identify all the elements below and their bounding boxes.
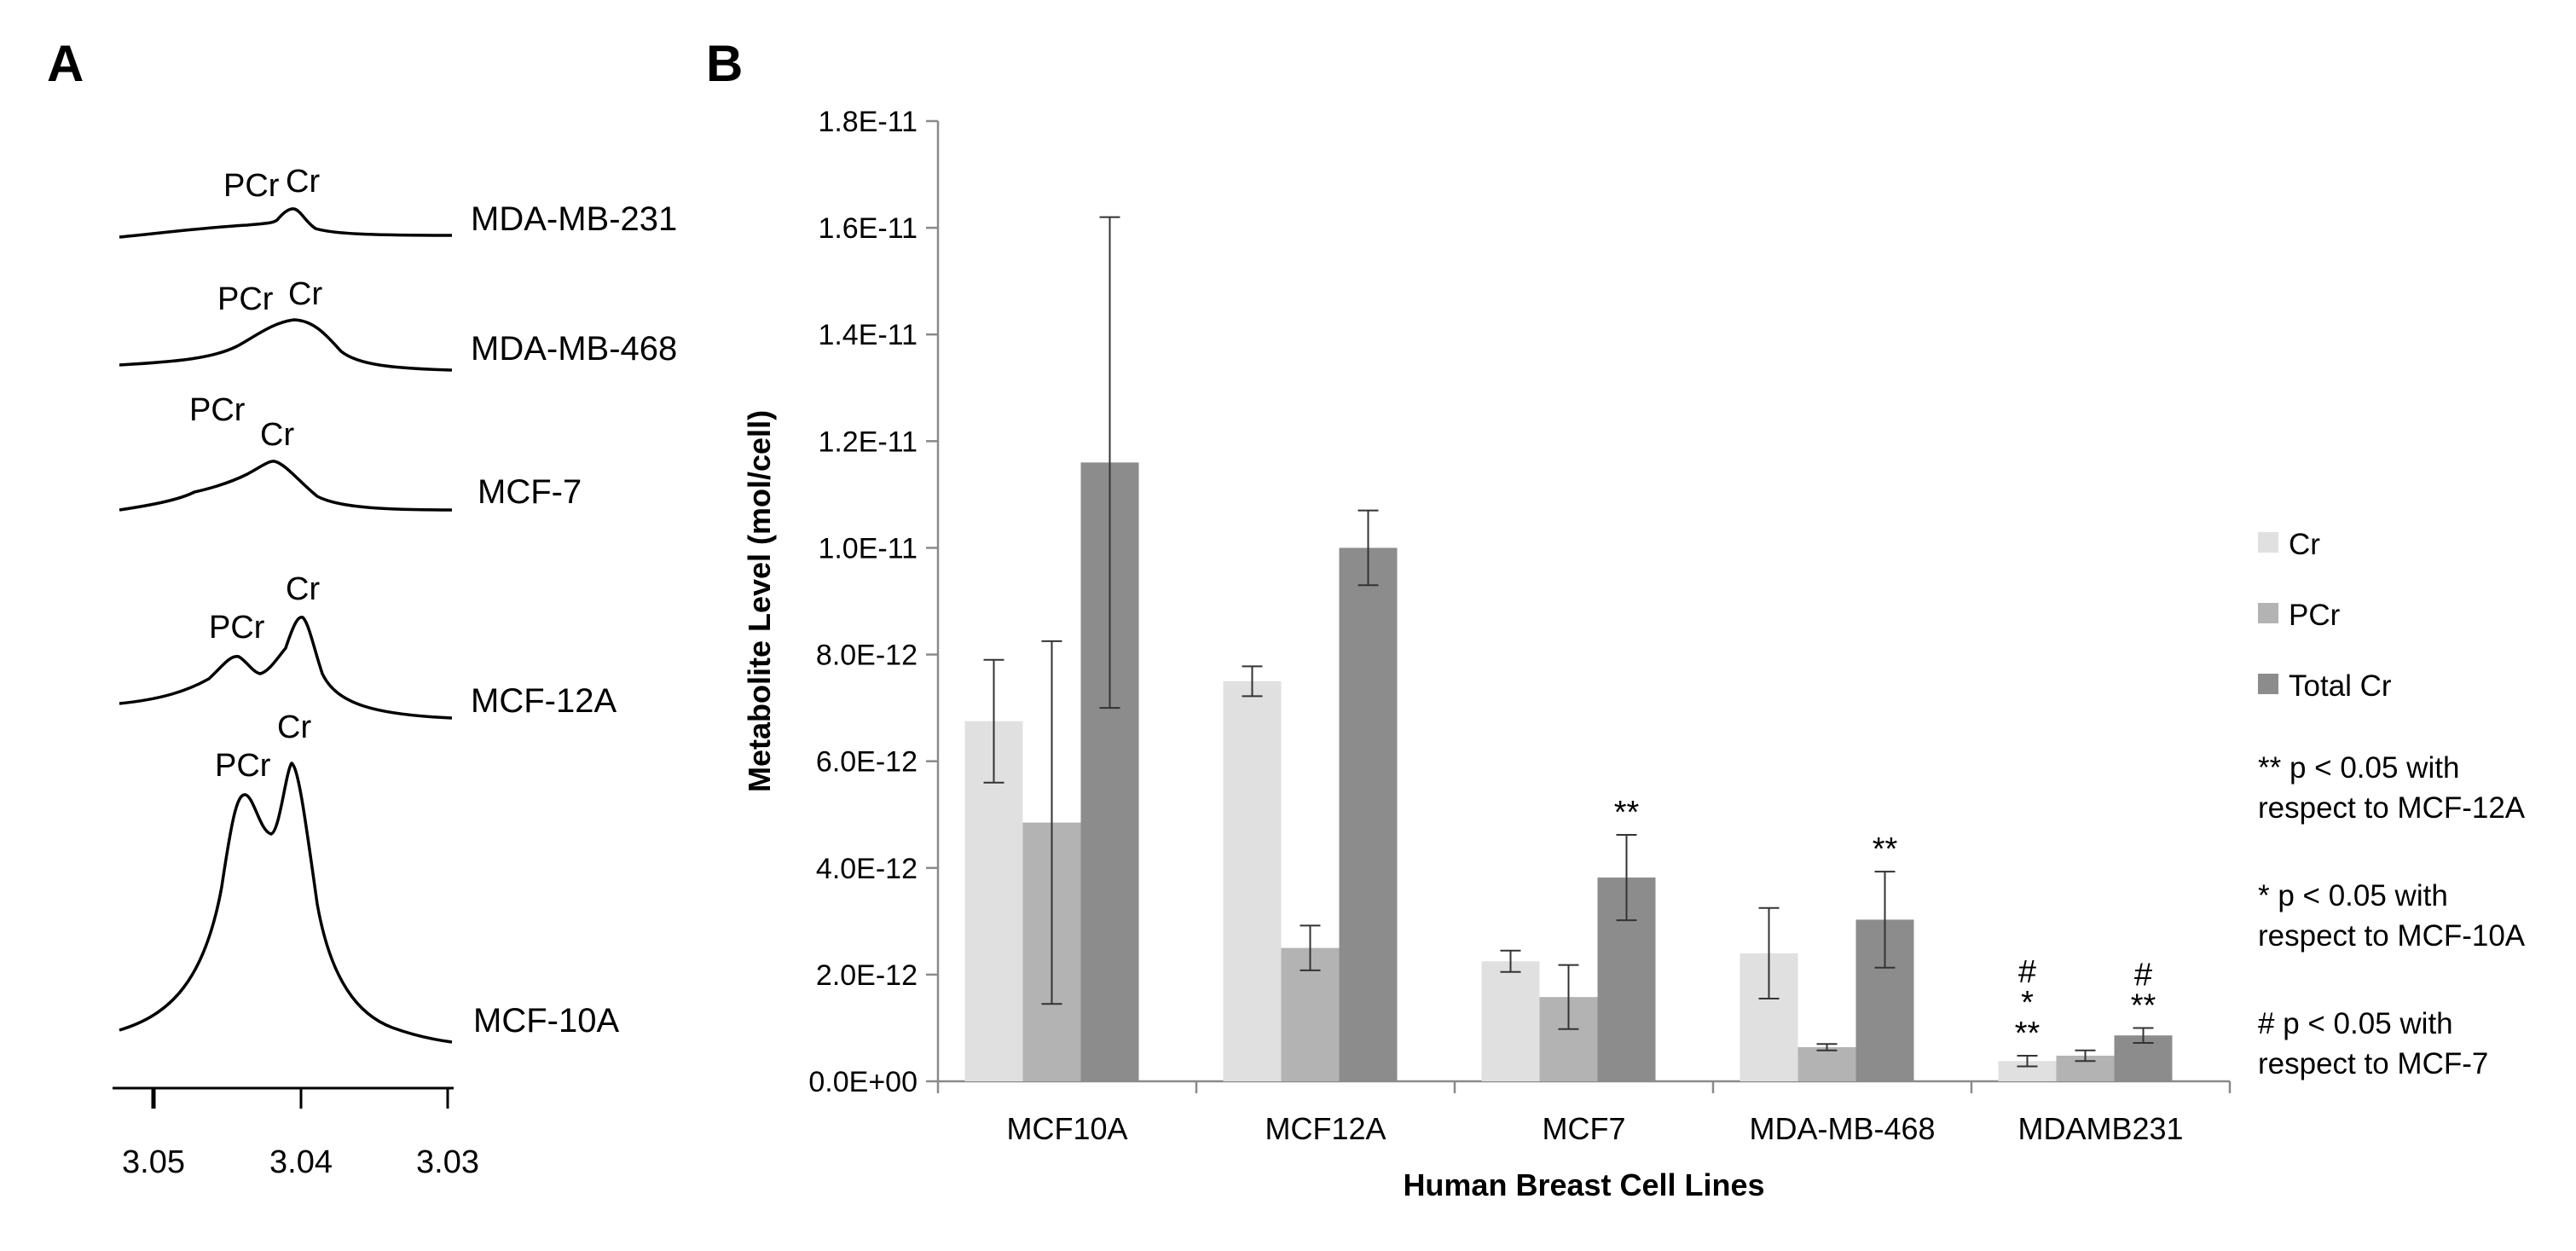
- y-tick-label: 1.2E-11: [818, 426, 918, 458]
- bar-cr: [1481, 961, 1540, 1081]
- spectrum-trace: [119, 616, 453, 720]
- x-axis-title: Human Breast Cell Lines: [1403, 1167, 1764, 1202]
- significance-mark: **: [1614, 795, 1640, 831]
- x-tick-label: MCF12A: [1265, 1111, 1386, 1146]
- significance-note: respect to MCF-12A: [2258, 791, 2526, 825]
- cr-peak-label: Cr: [277, 709, 311, 745]
- spectrum-mcf-12a: PCr Cr MCF-12A: [119, 571, 617, 720]
- significance-note: # p < 0.05 with: [2258, 1007, 2453, 1040]
- bar-pcr: [1797, 1046, 1856, 1081]
- bar-chart: 0.0E+00 2.0E-12 4.0E-12 6.0E-12 8.0E-12 1.0E-…: [742, 106, 2526, 1202]
- spectrum-mda-mb-231: PCr Cr MDA-MB-231: [119, 164, 677, 239]
- x-tick-label: MDAMB231: [2017, 1111, 2183, 1146]
- spectrum-label: MCF-7: [478, 473, 582, 511]
- spectrum-trace: [119, 207, 453, 239]
- x-tick-label: MCF10A: [1006, 1111, 1127, 1146]
- y-axis-title: Metabolite Level (mol/cell): [742, 410, 777, 792]
- legend-swatch: [2258, 674, 2278, 694]
- cr-peak-label: Cr: [286, 571, 320, 607]
- legend-label: PCr: [2289, 599, 2341, 632]
- pcr-peak-label: PCr: [223, 168, 280, 204]
- y-tick-label: 1.4E-11: [818, 319, 918, 351]
- pcr-peak-label: PCr: [189, 392, 246, 428]
- significance-mark: *: [2021, 985, 2034, 1021]
- pcr-peak-label: PCr: [209, 610, 265, 646]
- significance-note: ** p < 0.05 with: [2258, 751, 2459, 785]
- significance-note: respect to MCF-7: [2258, 1047, 2488, 1080]
- legend-swatch: [2258, 603, 2278, 623]
- spectrum-label: MDA-MB-468: [471, 330, 677, 368]
- significance-mark: **: [1873, 831, 1898, 867]
- cr-peak-label: Cr: [260, 417, 294, 453]
- legend-label: Total Cr: [2289, 669, 2392, 703]
- x-tick-label: MCF7: [1543, 1111, 1626, 1146]
- significance-mark: **: [2131, 987, 2156, 1023]
- spectrum-label: MCF-10A: [473, 1002, 619, 1040]
- panel-b: B 0.0E+00 2.0E-12 4.0E-12 6.0E-12 8.0E-12 1.0…: [706, 35, 2526, 1202]
- panel-a: A PCr Cr MDA-MB-231 PCr Cr MDA-MB-468 PC…: [47, 35, 677, 1180]
- y-tick-label: 2.0E-12: [816, 959, 918, 992]
- significance-mark: #: [2018, 954, 2036, 990]
- ppm-tick-label: 3.03: [416, 1144, 479, 1180]
- legend-label: Cr: [2289, 528, 2320, 561]
- y-tick-label: 4.0E-12: [816, 853, 918, 885]
- bar-cr: [1998, 1061, 2057, 1081]
- y-tick-label: 6.0E-12: [816, 746, 918, 779]
- y-tick-label: 1.0E-11: [818, 532, 918, 565]
- significance-mark: #: [2134, 957, 2152, 993]
- spectrum-label: MDA-MB-231: [471, 200, 677, 238]
- y-tick-label: 1.8E-11: [818, 106, 918, 138]
- significance-note: respect to MCF-10A: [2258, 919, 2526, 953]
- x-tick-label: MDA-MB-468: [1749, 1111, 1935, 1146]
- legend-swatch: [2258, 532, 2278, 553]
- spectrum-trace: [119, 460, 453, 512]
- cr-peak-label: Cr: [288, 276, 322, 312]
- spectrum-mcf-10a: PCr Cr MCF-10A: [119, 709, 619, 1044]
- pcr-peak-label: PCr: [215, 748, 271, 784]
- spectrum-mda-mb-468: PCr Cr MDA-MB-468: [119, 276, 677, 372]
- y-tick-label: 8.0E-12: [816, 640, 918, 672]
- spectrum-trace: [119, 318, 453, 372]
- pcr-peak-label: PCr: [217, 281, 274, 317]
- ppm-tick-label: 3.04: [269, 1144, 333, 1180]
- spectrum-mcf-7: PCr Cr MCF-7: [119, 392, 582, 512]
- y-tick-label: 0.0E+00: [808, 1066, 918, 1098]
- panel-b-letter: B: [706, 35, 743, 92]
- spectrum-label: MCF-12A: [471, 682, 617, 720]
- significance-note: * p < 0.05 with: [2258, 879, 2448, 912]
- ppm-axis: 3.05 3.04 3.03: [113, 1086, 479, 1180]
- bar-cr: [1223, 681, 1282, 1081]
- ppm-tick-label: 3.05: [122, 1144, 185, 1180]
- y-tick-label: 1.6E-11: [818, 212, 918, 245]
- panel-a-letter: A: [47, 35, 84, 92]
- cr-peak-label: Cr: [286, 164, 320, 200]
- spectrum-trace: [119, 762, 453, 1044]
- bar-total-cr: [1339, 547, 1398, 1081]
- significance-mark: **: [2015, 1016, 2041, 1051]
